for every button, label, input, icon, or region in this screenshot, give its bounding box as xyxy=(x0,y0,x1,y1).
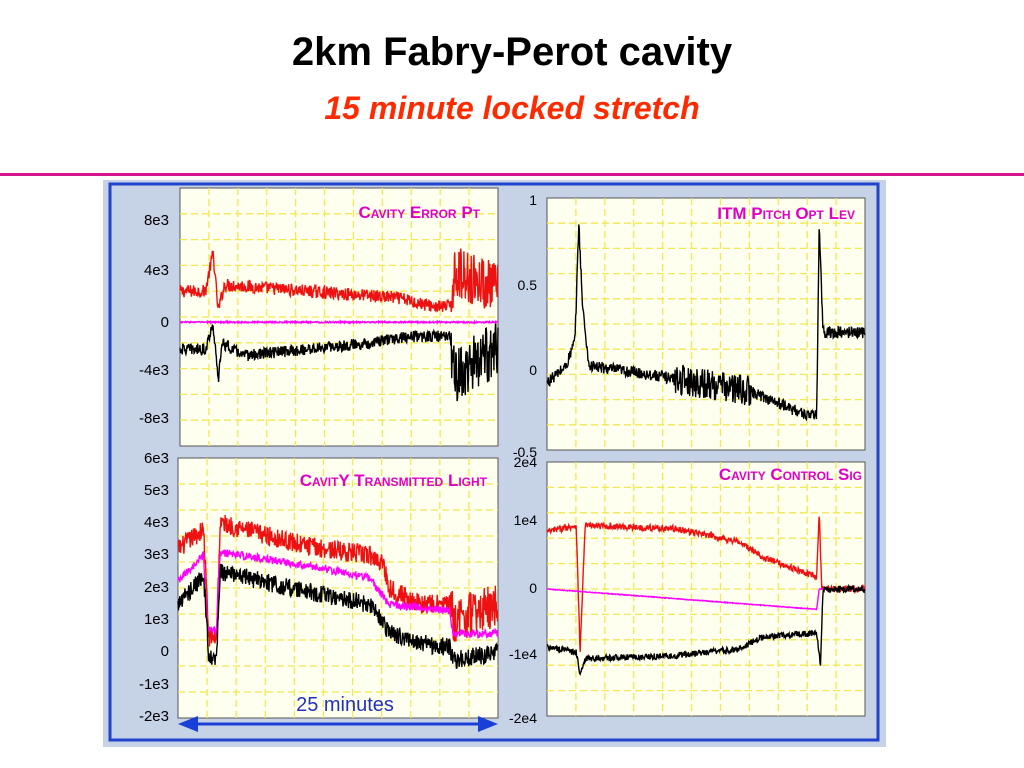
y-tick-label: 0 xyxy=(529,362,537,378)
y-tick-label: 1e4 xyxy=(514,512,538,528)
series-line-magenta xyxy=(179,319,499,326)
plot-label: CavitY Transmitted Light xyxy=(300,471,488,490)
plot-label: ITM Pitch Opt Lev xyxy=(717,204,855,223)
chart-3: 1 0.5 0 -0.5 ITM Pitch Opt Lev xyxy=(513,192,866,460)
y-tick-label: -1e3 xyxy=(139,676,169,693)
series-line-black xyxy=(177,563,499,669)
y-tick-label: -1e4 xyxy=(509,646,537,662)
series-line-magenta xyxy=(177,549,499,640)
y-tick-label: 4e3 xyxy=(144,514,169,531)
plot-label: Cavity Error Pt xyxy=(358,203,480,222)
y-tick-label: 0 xyxy=(529,580,537,596)
series-line-red xyxy=(177,514,499,647)
y-tick-label: -0.5 xyxy=(513,444,537,460)
y-tick-label: 0.5 xyxy=(518,277,538,293)
y-tick-label: 0 xyxy=(161,643,169,660)
series-line-black xyxy=(546,583,866,676)
y-tick-label: 6e3 xyxy=(144,450,169,467)
y-tick-label: -2e4 xyxy=(509,710,537,726)
series-line-magenta xyxy=(546,587,866,611)
y-tick-label: 8e3 xyxy=(144,212,169,229)
y-tick-label: 3e3 xyxy=(144,546,169,563)
figure-panel-border xyxy=(108,182,880,742)
series-line-red xyxy=(546,516,866,652)
y-tick-label: 1 xyxy=(529,192,537,208)
plot-label: Cavity Control Sig xyxy=(719,465,862,484)
duration-arrow-right-head xyxy=(478,716,498,732)
chart-4: 2e4 1e4 0 -1e4 -2e4 Cavity Control Sig xyxy=(509,454,866,726)
y-tick-label: 4e3 xyxy=(144,262,169,279)
duration-arrow-left-head xyxy=(178,716,198,732)
series-line-black xyxy=(546,224,866,422)
y-tick-label: 1e3 xyxy=(144,611,169,628)
series-line-red xyxy=(179,248,499,313)
chart-1: 8e3 4e3 0 -4e3 -8e3 Cavity Error Pt xyxy=(139,187,499,447)
slide-subtitle: 15 minute locked stretch xyxy=(324,90,700,126)
y-tick-label: 0 xyxy=(161,314,169,331)
series-line-black xyxy=(179,322,499,402)
y-tick-label: 2e4 xyxy=(514,454,538,470)
duration-label: 25 minutes xyxy=(296,694,394,716)
slide-title: 2km Fabry-Perot cavity xyxy=(291,30,733,74)
y-tick-label: 5e3 xyxy=(144,482,169,499)
y-tick-label: 2e3 xyxy=(144,579,169,596)
y-tick-label: -4e3 xyxy=(139,362,169,379)
y-tick-label: -2e3 xyxy=(139,708,169,725)
chart-2: 6e3 5e3 4e3 3e3 2e3 1e3 0 -1e3 -2e3 CavitY Transm… xyxy=(139,450,499,725)
y-tick-label: -8e3 xyxy=(139,410,169,427)
title-divider xyxy=(0,173,1024,176)
